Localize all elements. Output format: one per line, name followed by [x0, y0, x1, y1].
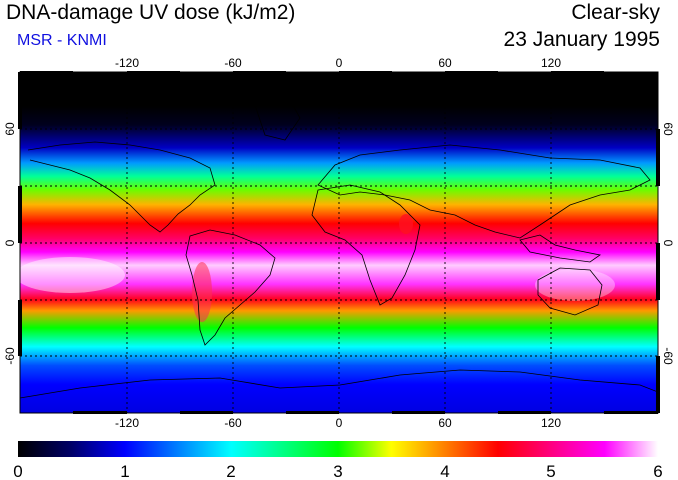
- colorbar-label: 5: [546, 462, 555, 480]
- source-label: MSR - KNMI: [17, 32, 107, 49]
- lon-tick-label-bottom: 0: [336, 416, 343, 430]
- graticule: [20, 72, 658, 413]
- andes-feature: [192, 262, 212, 322]
- lat-tick-label-left: -60: [3, 347, 17, 365]
- greenland-coast: [254, 99, 301, 141]
- coastlines: [20, 99, 658, 399]
- date-label: 23 January 1995: [503, 28, 660, 51]
- pacific-feature: [20, 257, 125, 293]
- south-america-coast: [185, 229, 276, 346]
- lon-tick-label-top: 120: [541, 56, 561, 70]
- lat-tick-label-right: 0: [661, 240, 675, 247]
- lon-tick-label-bottom: 60: [438, 416, 452, 430]
- colorbar-labels: 0 1 2 3 4 5 6: [13, 462, 662, 480]
- sky-condition-label: Clear-sky: [571, 1, 660, 24]
- colorbar-label: 3: [333, 462, 342, 480]
- colorbar-label: 4: [440, 462, 449, 480]
- colorbar-label: 2: [226, 462, 235, 480]
- map-frame: [18, 71, 660, 414]
- africa-coast: [311, 184, 421, 306]
- north-america-coast: [27, 141, 216, 233]
- colorbar-label: 0: [13, 462, 22, 480]
- europe-asia-coast: [317, 144, 651, 239]
- lon-tick-label-bottom: -120: [115, 416, 139, 430]
- lat-tick-label-left: 60: [3, 122, 17, 136]
- colorbar-label: 1: [120, 462, 129, 480]
- lat-tick-label-right: 60: [661, 122, 675, 136]
- australia-feature: [535, 269, 615, 301]
- map-title: DNA-damage UV dose (kJ/m2): [6, 1, 296, 24]
- latitude-labels: 60 0 -60 60 0 -60: [3, 122, 675, 365]
- antarctica-coast: [20, 369, 658, 399]
- maritime-continent-coast: [519, 234, 601, 263]
- lon-tick-label-top: -60: [224, 56, 242, 70]
- lon-tick-label-bottom: 120: [541, 416, 561, 430]
- colorbar: [18, 441, 658, 457]
- regional-variations: [20, 214, 615, 322]
- lon-tick-label-top: -120: [115, 56, 139, 70]
- longitude-labels: -120 -60 0 60 120 -120 -60 0 60 120: [115, 56, 561, 430]
- colorbar-label: 6: [653, 462, 662, 480]
- lat-tick-label-right: -60: [661, 347, 675, 365]
- lon-tick-label-top: 0: [336, 56, 343, 70]
- australia-coast: [537, 267, 603, 316]
- lon-tick-label-top: 60: [438, 56, 452, 70]
- lat-tick-label-left: 0: [3, 239, 17, 246]
- east-africa-feature: [399, 214, 413, 234]
- lon-tick-label-bottom: -60: [224, 416, 242, 430]
